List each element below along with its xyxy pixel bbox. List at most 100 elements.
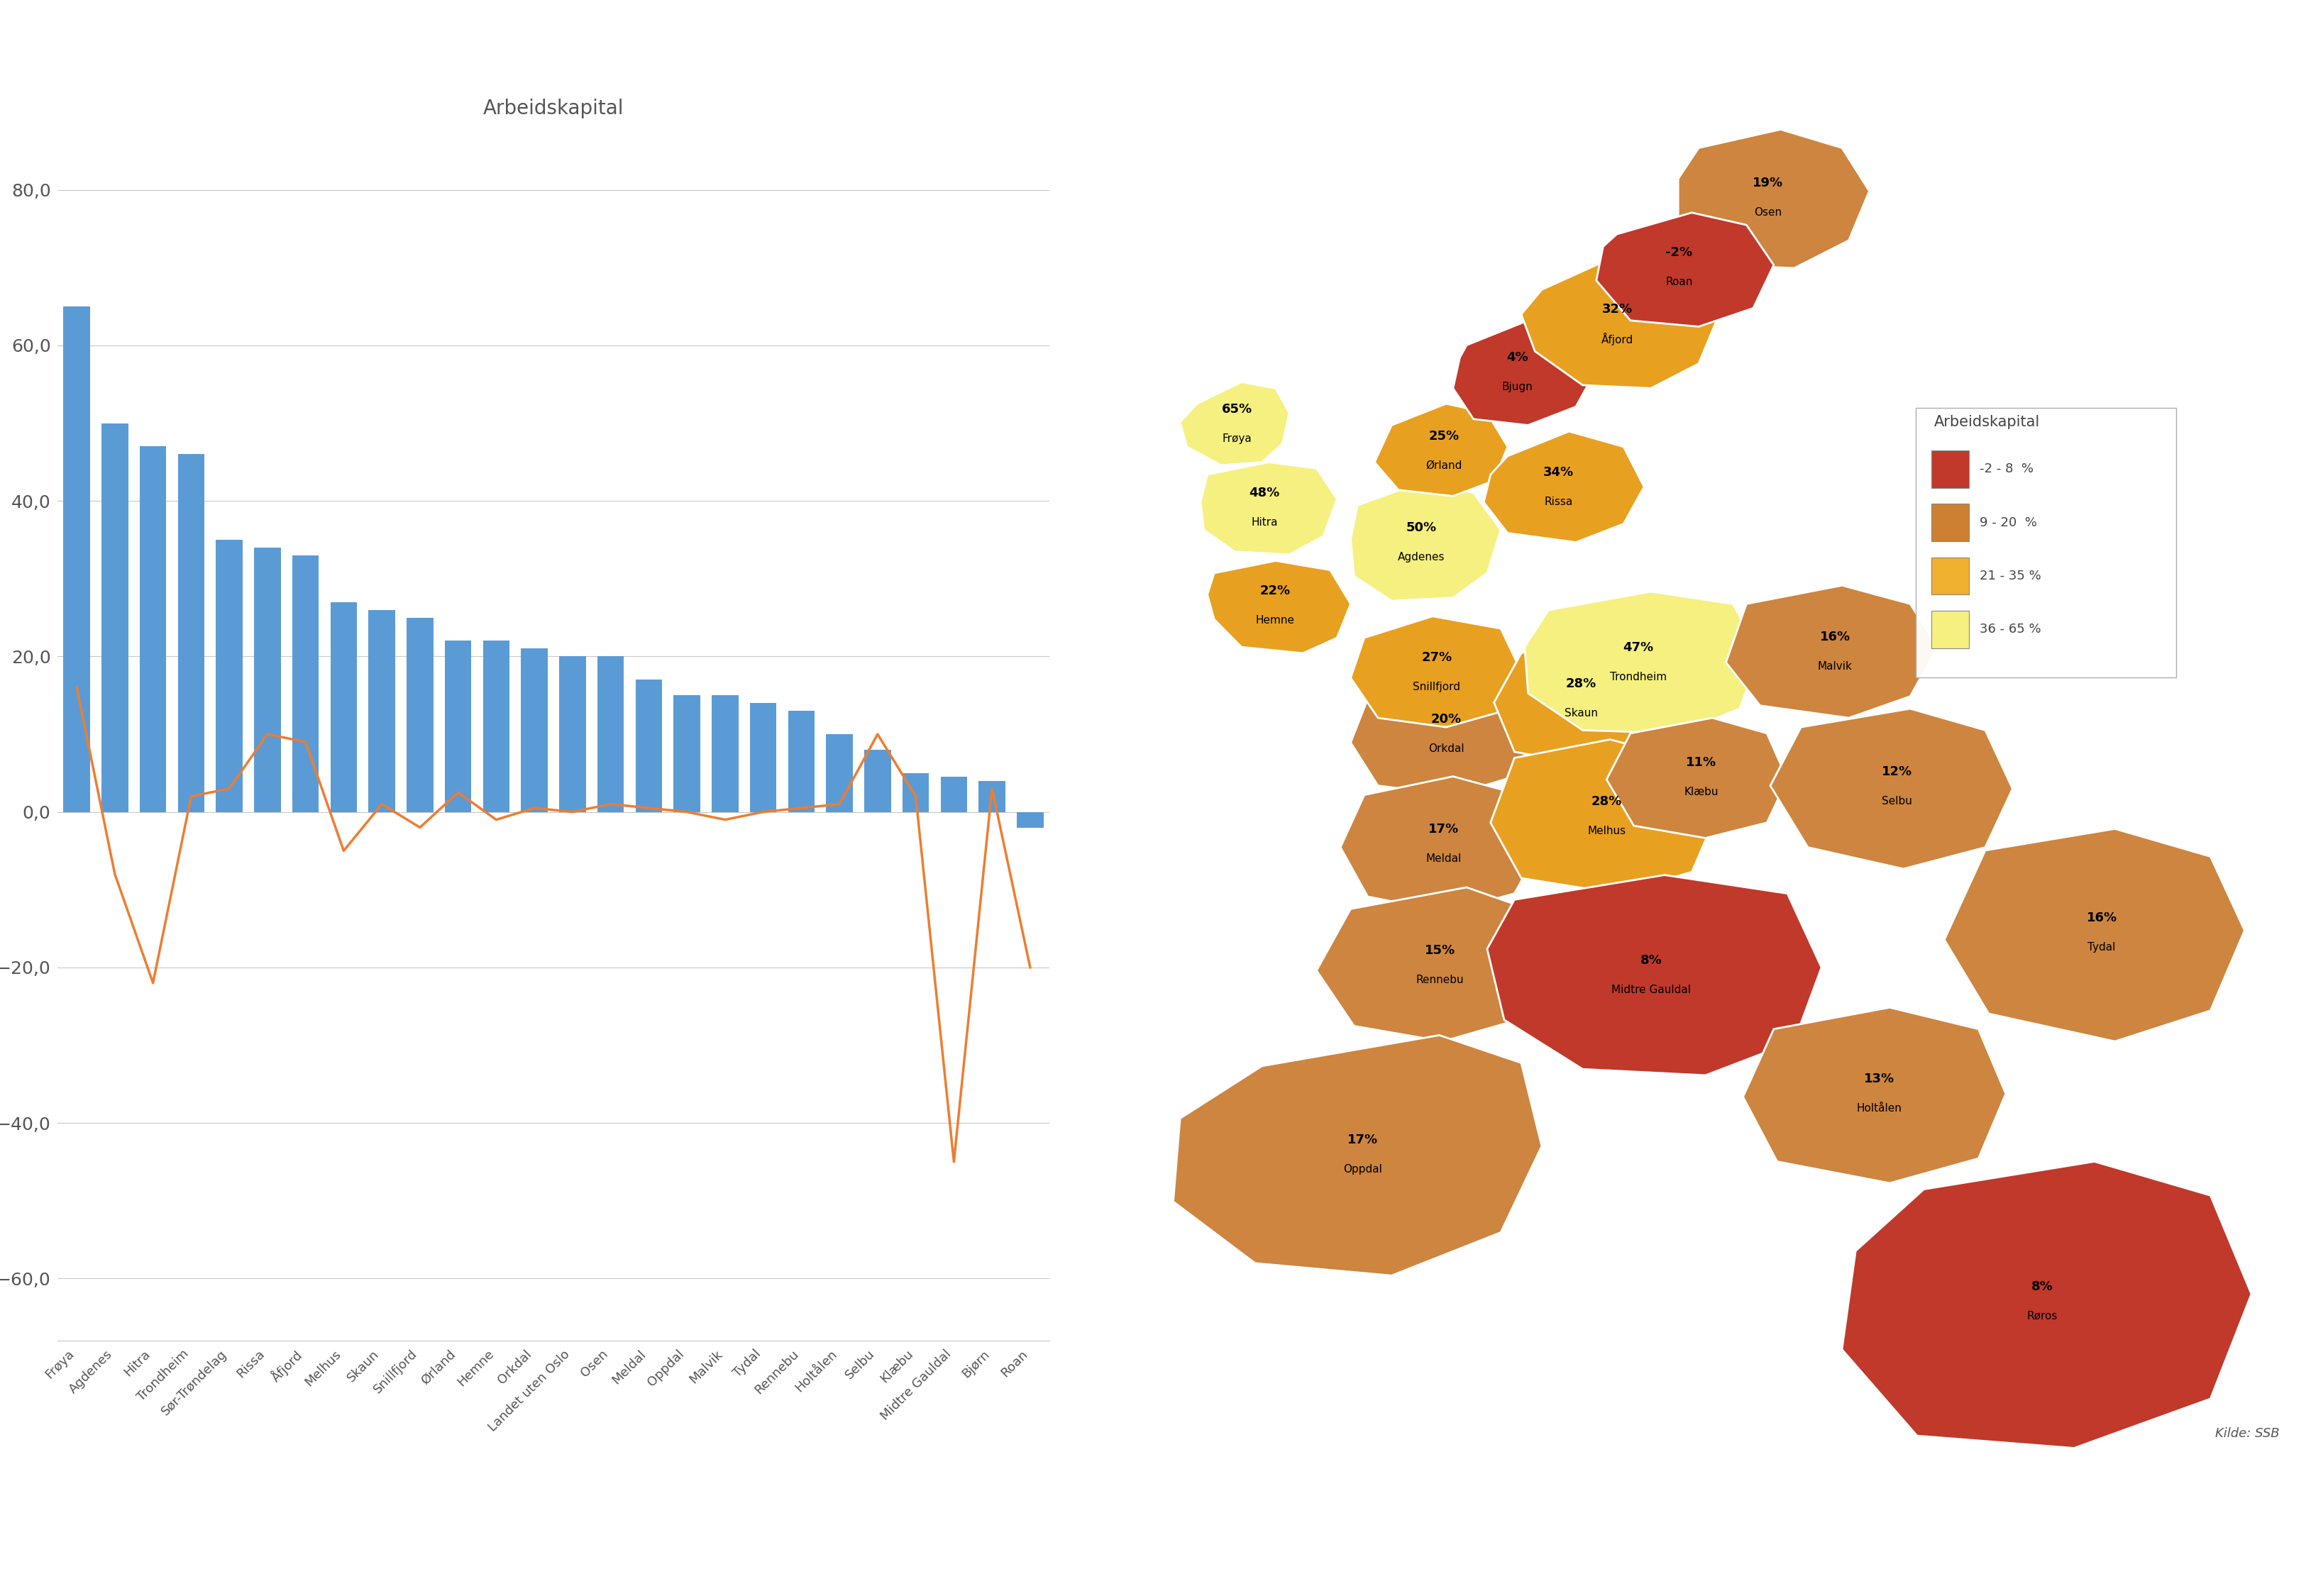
Text: Agdenes: Agdenes: [1397, 552, 1446, 563]
Text: Rissa: Rissa: [1545, 496, 1573, 508]
Bar: [558, 656, 586, 812]
Text: Frøya: Frøya: [1222, 433, 1252, 444]
Text: 19%: 19%: [1753, 177, 1783, 190]
Bar: [178, 455, 205, 812]
Bar: [789, 710, 814, 812]
Bar: [636, 680, 662, 812]
Bar: [101, 423, 129, 812]
Text: 32%: 32%: [1603, 303, 1633, 316]
Polygon shape: [1679, 129, 1870, 268]
Polygon shape: [1374, 404, 1508, 496]
Polygon shape: [1607, 718, 1787, 838]
Text: Trondheim: Trondheim: [1610, 672, 1667, 681]
Polygon shape: [1483, 431, 1644, 543]
Text: 27%: 27%: [1420, 651, 1453, 664]
Polygon shape: [1351, 480, 1501, 600]
Bar: [713, 696, 738, 812]
Bar: [369, 610, 394, 812]
Text: 65%: 65%: [1222, 402, 1252, 415]
Text: 48%: 48%: [1250, 487, 1280, 500]
Polygon shape: [1201, 463, 1337, 555]
Text: 15%: 15%: [1425, 943, 1455, 956]
Text: 17%: 17%: [1427, 822, 1460, 835]
Text: 12%: 12%: [1882, 766, 1912, 779]
Polygon shape: [1524, 592, 1759, 733]
Text: -2%: -2%: [1665, 246, 1693, 259]
Polygon shape: [1771, 709, 2013, 868]
Polygon shape: [1317, 887, 1545, 1041]
Bar: [217, 539, 242, 812]
Polygon shape: [1596, 212, 1773, 327]
Bar: [482, 642, 510, 812]
Text: Midtre Gauldal: Midtre Gauldal: [1612, 985, 1690, 996]
Text: Oppdal: Oppdal: [1344, 1163, 1381, 1175]
Text: 21 - 35 %: 21 - 35 %: [1979, 570, 2041, 583]
Text: 11%: 11%: [1686, 757, 1716, 769]
Text: Arbeidskapital: Arbeidskapital: [1935, 415, 2041, 429]
Text: Ørland: Ørland: [1425, 460, 1462, 471]
Text: Orkdal: Orkdal: [1427, 744, 1464, 753]
Bar: [141, 447, 166, 812]
Text: Snillfjord: Snillfjord: [1414, 681, 1460, 693]
Polygon shape: [1340, 776, 1543, 911]
Polygon shape: [1522, 255, 1720, 388]
Polygon shape: [1743, 1007, 2006, 1183]
Bar: [293, 555, 318, 812]
Text: 22%: 22%: [1259, 584, 1289, 597]
Bar: [865, 750, 890, 812]
Polygon shape: [1487, 875, 1822, 1076]
Text: 28%: 28%: [1591, 795, 1621, 808]
Bar: [521, 648, 549, 812]
Bar: [1932, 611, 1969, 648]
Text: Hitra: Hitra: [1252, 517, 1278, 527]
Text: Klæbu: Klæbu: [1683, 787, 1718, 798]
Bar: [902, 772, 929, 812]
Text: Melhus: Melhus: [1587, 825, 1626, 836]
Polygon shape: [1351, 616, 1522, 728]
Text: Hemne: Hemne: [1254, 614, 1294, 626]
Text: Røros: Røros: [2027, 1310, 2057, 1321]
Text: 25%: 25%: [1430, 429, 1460, 442]
Bar: [406, 618, 434, 812]
Text: Skaun: Skaun: [1563, 709, 1598, 718]
Bar: [445, 642, 470, 812]
Text: 4%: 4%: [1506, 351, 1529, 364]
Text: Tydal: Tydal: [2087, 942, 2115, 953]
Title: Arbeidskapital: Arbeidskapital: [482, 99, 625, 118]
Polygon shape: [1725, 586, 1937, 718]
Text: Malvik: Malvik: [1817, 661, 1852, 672]
Text: Roan: Roan: [1665, 276, 1693, 287]
Polygon shape: [1208, 560, 1351, 653]
Text: Osen: Osen: [1755, 207, 1783, 219]
Polygon shape: [1181, 381, 1289, 466]
Bar: [1932, 450, 1969, 488]
Text: Bjugn: Bjugn: [1501, 381, 1533, 393]
Text: Kilde: SSB: Kilde: SSB: [2216, 1427, 2278, 1440]
Bar: [749, 704, 777, 812]
Bar: [978, 780, 1005, 812]
Text: 13%: 13%: [1863, 1073, 1896, 1085]
Bar: [1932, 504, 1969, 541]
Text: 50%: 50%: [1407, 522, 1437, 535]
Text: Åfjord: Åfjord: [1600, 332, 1633, 345]
Bar: [1932, 557, 1969, 595]
Bar: [254, 547, 281, 812]
Bar: [826, 734, 853, 812]
Bar: [62, 306, 90, 812]
Text: 17%: 17%: [1347, 1133, 1379, 1146]
Text: -2 - 8  %: -2 - 8 %: [1979, 463, 2034, 476]
Bar: [941, 777, 966, 812]
Text: 20%: 20%: [1432, 713, 1462, 726]
Text: 16%: 16%: [1819, 630, 1849, 643]
Text: 9 - 20  %: 9 - 20 %: [1979, 516, 2036, 528]
Polygon shape: [1494, 635, 1665, 764]
Bar: [597, 656, 625, 812]
Text: 34%: 34%: [1543, 466, 1573, 479]
Polygon shape: [1490, 739, 1716, 894]
Polygon shape: [1944, 828, 2244, 1041]
Text: 8%: 8%: [2032, 1280, 2052, 1293]
Bar: [1017, 812, 1045, 827]
Text: Holtålen: Holtålen: [1856, 1103, 1902, 1114]
Text: 28%: 28%: [1566, 678, 1596, 691]
Text: 16%: 16%: [2087, 911, 2117, 924]
